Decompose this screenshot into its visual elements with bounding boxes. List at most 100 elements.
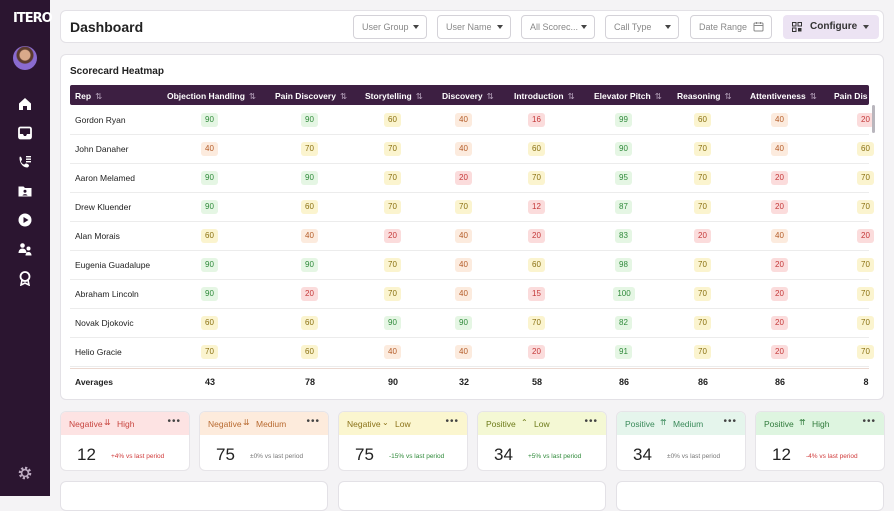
sort-icon[interactable]: ⇅ xyxy=(724,91,732,101)
score-cell: 60 xyxy=(528,142,545,156)
table-row[interactable]: Helio Gracie 70 60 40 40 20 91 70 20 70 xyxy=(70,338,874,367)
score-cell: 90 xyxy=(201,113,218,127)
sort-icon[interactable]: ⇅ xyxy=(415,91,423,101)
page-title: Dashboard xyxy=(70,19,144,35)
more-icon[interactable]: ••• xyxy=(862,416,876,427)
dropdown-label: User Group xyxy=(362,22,409,32)
score-cell: 70 xyxy=(857,316,874,330)
chevron-down-icon xyxy=(497,25,503,29)
phone-list-icon[interactable] xyxy=(17,154,33,170)
table-row[interactable]: Abraham Lincoln 90 20 70 40 15 100 70 20 70 xyxy=(70,280,874,309)
rep-name: Aaron Melamed xyxy=(75,173,136,183)
user-name-dropdown[interactable]: User Name xyxy=(437,15,511,39)
table-row[interactable]: Alan Morais 60 40 20 40 20 83 20 40 20 xyxy=(70,222,874,251)
score-cell: 91 xyxy=(615,345,632,359)
scorecard-heatmap-card: Scorecard Heatmap Rep ⇅ Objection Handling… xyxy=(60,54,884,400)
score-cell: 70 xyxy=(857,200,874,214)
score-cell: 20 xyxy=(528,229,545,243)
kpi-level: Low xyxy=(395,419,411,429)
kpi-header: Positive ⇈ Medium ••• xyxy=(617,412,745,435)
sort-icon[interactable]: ⇅ xyxy=(486,91,494,101)
column-header[interactable]: Discovery ⇅ xyxy=(442,91,494,102)
score-cell: 99 xyxy=(615,113,632,127)
table-row[interactable]: Eugenia Guadalupe 90 90 70 40 60 98 70 20 70 xyxy=(70,251,874,280)
users-icon[interactable] xyxy=(17,241,33,257)
score-cell: 20 xyxy=(771,316,788,330)
play-icon[interactable] xyxy=(17,212,33,228)
more-icon[interactable]: ••• xyxy=(584,416,598,427)
home-icon[interactable] xyxy=(17,96,33,112)
column-header[interactable]: Attentiveness ⇅ xyxy=(750,91,817,102)
score-cell: 87 xyxy=(615,200,632,214)
table-row[interactable]: John Danaher 40 70 70 40 60 90 70 40 60 xyxy=(70,135,874,164)
arrow-down-icon: ⇊ xyxy=(243,418,250,427)
averages-label: Averages xyxy=(75,377,113,387)
column-header[interactable]: Rep ⇅ xyxy=(75,91,102,102)
score-cell: 90 xyxy=(201,200,218,214)
kpi-level: Medium xyxy=(256,419,287,429)
inbox-icon[interactable] xyxy=(17,125,33,141)
sort-icon[interactable]: ⇅ xyxy=(248,91,257,101)
column-header[interactable]: Storytelling ⇅ xyxy=(365,91,423,102)
sort-icon[interactable]: ⇅ xyxy=(95,91,103,101)
kpi-sentiment: Positive xyxy=(625,419,655,429)
gear-icon[interactable] xyxy=(17,465,33,481)
rep-name: Gordon Ryan xyxy=(75,115,126,125)
sort-icon[interactable]: ⇅ xyxy=(654,91,662,101)
sort-icon[interactable]: ⇅ xyxy=(809,91,817,101)
score-cell: 70 xyxy=(857,171,874,185)
table-row[interactable]: Novak Djokovic 60 60 90 90 70 82 70 20 70 xyxy=(70,309,874,338)
average-value: 8 xyxy=(863,377,869,387)
score-cell: 12 xyxy=(528,200,545,214)
more-icon[interactable]: ••• xyxy=(306,416,320,427)
folder-user-icon[interactable] xyxy=(17,183,33,199)
heatmap-title: Scorecard Heatmap xyxy=(70,66,164,77)
column-header[interactable]: Pain Discovery ⇅ xyxy=(275,91,347,102)
score-cell: 70 xyxy=(384,258,401,272)
user-group-dropdown[interactable]: User Group xyxy=(353,15,427,39)
call-type-dropdown[interactable]: Call Type xyxy=(605,15,679,39)
more-icon[interactable]: ••• xyxy=(167,416,181,427)
arrow-down-icon: ⌄ xyxy=(382,418,389,427)
chevron-down-icon xyxy=(581,25,587,29)
score-cell: 70 xyxy=(384,142,401,156)
score-cell: 20 xyxy=(857,229,874,243)
score-cell: 70 xyxy=(857,345,874,359)
score-cell: 90 xyxy=(201,258,218,272)
average-value: 90 xyxy=(387,377,398,387)
more-icon[interactable]: ••• xyxy=(723,416,737,427)
table-scrollbar[interactable] xyxy=(872,105,875,133)
avatar[interactable] xyxy=(13,46,37,70)
score-cell: 70 xyxy=(455,200,472,214)
configure-button[interactable]: Configure xyxy=(783,15,879,39)
score-cell: 90 xyxy=(301,258,318,272)
sort-icon[interactable]: ⇅ xyxy=(339,91,348,101)
more-icon[interactable]: ••• xyxy=(445,416,459,427)
table-row[interactable]: Drew Kluender 90 60 70 70 12 87 70 20 70 xyxy=(70,193,874,222)
score-cell: 20 xyxy=(857,113,874,127)
column-header[interactable]: Pain Dis xyxy=(834,91,868,101)
column-header[interactable]: Objection Handling ⇅ xyxy=(167,91,256,102)
award-icon[interactable] xyxy=(17,270,33,286)
column-header[interactable]: Reasoning ⇅ xyxy=(677,91,732,102)
score-cell: 70 xyxy=(301,142,318,156)
chevron-down-icon xyxy=(665,25,671,29)
kpi-sentiment: Negative xyxy=(347,419,381,429)
table-row[interactable]: Aaron Melamed 90 90 70 20 70 95 70 20 70 xyxy=(70,164,874,193)
score-cell: 20 xyxy=(694,229,711,243)
table-row[interactable]: Gordon Ryan 90 90 60 40 16 99 60 40 20 xyxy=(70,106,874,135)
score-cell: 70 xyxy=(694,258,711,272)
kpi-card: Positive ⌃ Low ••• 34 +5% vs last period xyxy=(477,411,607,471)
kpi-card: Negative ⇊ Medium ••• 75 ±0% vs last period xyxy=(199,411,329,471)
score-cell: 70 xyxy=(694,345,711,359)
scorecard-dropdown[interactable]: All Scorec... xyxy=(521,15,595,39)
column-header-label: Pain Dis xyxy=(834,91,868,101)
column-header[interactable]: Elevator Pitch ⇅ xyxy=(594,91,662,102)
column-header[interactable]: Introduction ⇅ xyxy=(514,91,575,102)
score-cell: 20 xyxy=(384,229,401,243)
score-cell: 20 xyxy=(455,171,472,185)
score-cell: 20 xyxy=(771,287,788,301)
date-range-input[interactable]: Date Range xyxy=(690,15,772,39)
rep-name: Drew Kluender xyxy=(75,202,132,212)
sort-icon[interactable]: ⇅ xyxy=(567,91,575,101)
